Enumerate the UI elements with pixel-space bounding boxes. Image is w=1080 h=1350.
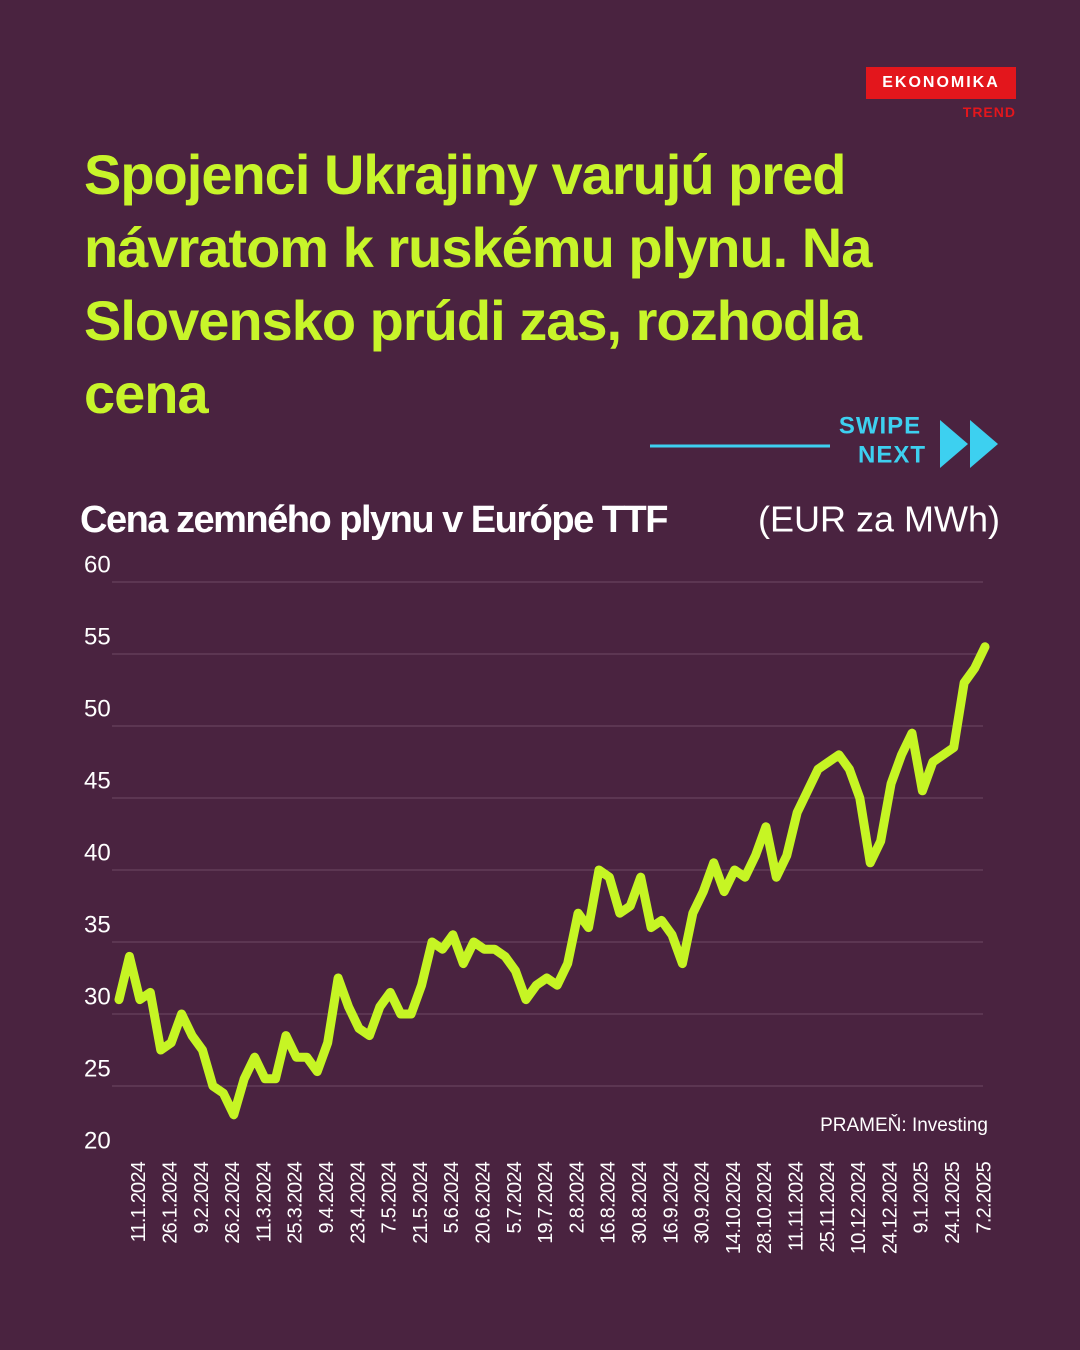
headline: Spojenci Ukrajiny varujú pred návratom k… [84,143,872,425]
y-tick-label: 50 [84,695,111,722]
x-tick-label: 20.6.2024 [472,1161,494,1243]
chart-title: Cena zemného plynu v Európe TTF [80,499,667,541]
x-tick-label: 9.1.2025 [911,1161,933,1233]
brand-logo: EKONOMIKA [866,67,1016,99]
x-tick-label: 21.5.2024 [410,1161,432,1243]
x-tick-label: 24.12.2024 [879,1161,901,1254]
y-tick-label: 60 [84,551,111,578]
source: PRAMEŇ: Investing [820,1114,988,1136]
chart-subtitle: (EUR za MWh) [758,499,1000,540]
x-tick-label: 24.1.2025 [942,1161,964,1243]
x-tick-label: 10.12.2024 [848,1161,870,1254]
x-tick-label: 7.5.2024 [379,1161,401,1233]
x-tick-label: 23.4.2024 [347,1161,369,1243]
x-tick-label: 25.3.2024 [285,1161,307,1243]
x-tick-label: 25.11.2024 [817,1161,839,1252]
x-tick-label: 11.11.2024 [785,1161,807,1251]
x-tick-label: 9.2.2024 [191,1161,213,1233]
x-tick-label: 7.2.2025 [973,1161,995,1233]
swipe-arrow[interactable] [940,420,968,468]
x-tick-label: 26.1.2024 [159,1161,181,1243]
x-tick-label: 28.10.2024 [754,1161,776,1254]
y-tick-label: 20 [84,1127,111,1154]
x-tick-label: 11.3.2024 [253,1161,275,1242]
x-tick-label: 5.7.2024 [504,1161,526,1233]
brand-sub: TREND [962,104,1016,120]
y-tick-label: 40 [84,839,111,866]
y-tick-label: 45 [84,767,111,794]
x-tick-label: 16.9.2024 [660,1161,682,1243]
x-tick-label: 30.9.2024 [692,1161,714,1243]
swipe-text[interactable]: NEXT [858,441,926,468]
x-tick-label: 9.4.2024 [316,1161,338,1233]
x-tick-label: 14.10.2024 [723,1161,745,1254]
x-tick-label: 5.6.2024 [441,1161,463,1233]
y-tick-label: 35 [84,911,111,938]
x-tick-label: 19.7.2024 [535,1161,557,1243]
x-tick-label: 26.2.2024 [222,1161,244,1243]
y-tick-label: 25 [84,1055,111,1082]
x-tick-label: 2.8.2024 [566,1161,588,1233]
y-tick-label: 55 [84,623,111,650]
x-tick-label: 11.1.2024 [128,1161,150,1242]
swipe-text[interactable]: SWIPE [839,412,921,439]
x-tick-label: 30.8.2024 [629,1161,651,1243]
data-line [114,642,990,1120]
swipe-arrow[interactable] [970,420,998,468]
x-tick-label: 16.8.2024 [598,1161,620,1243]
y-tick-label: 30 [84,983,111,1010]
